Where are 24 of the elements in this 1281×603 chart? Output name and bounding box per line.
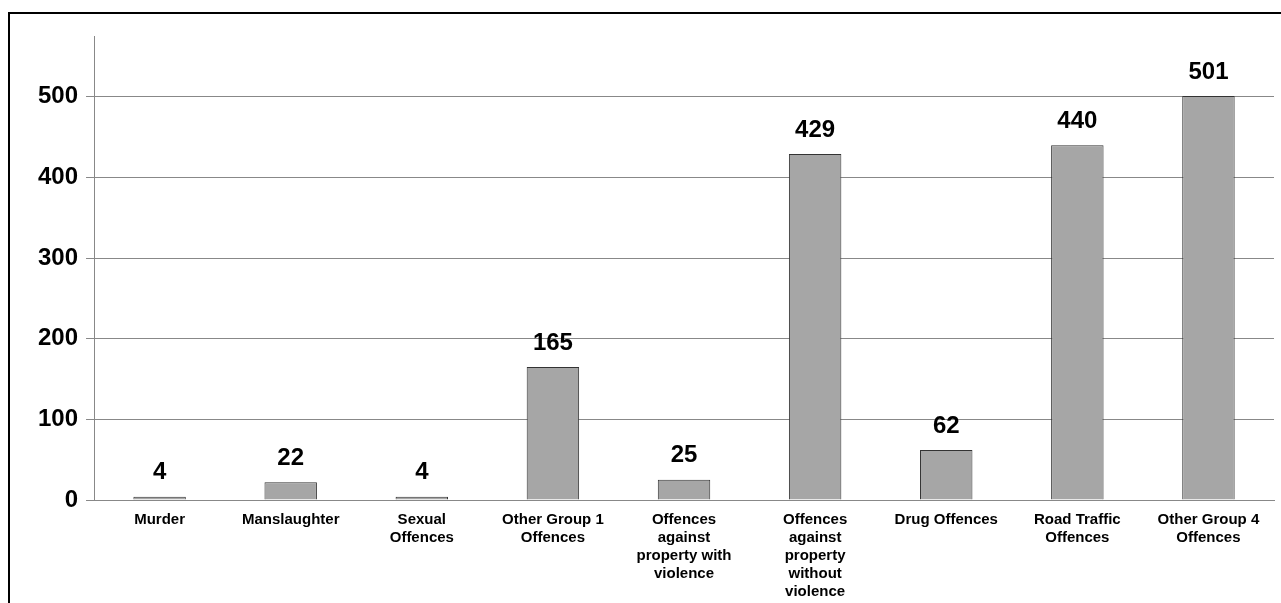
x-tick-label: Other Group 1 Offences [502, 510, 604, 546]
y-tick-label: 400 [38, 162, 79, 190]
data-label: 440 [1057, 105, 1098, 133]
x-tick-label: Manslaughter [241, 510, 340, 528]
data-label: 4 [415, 457, 430, 485]
y-tick-label: 300 [38, 242, 79, 270]
x-tick-label: Sexual Offences [389, 510, 454, 546]
data-label: 165 [532, 327, 573, 355]
data-label: 22 [277, 442, 305, 470]
x-tick-label: Offences against property without violence [783, 510, 848, 600]
x-tick-label: Drug Offences [894, 510, 998, 528]
data-label: 429 [795, 114, 836, 142]
x-tick-label: Road Traffic Offences [1034, 510, 1121, 546]
y-tick-label: 100 [38, 404, 79, 431]
x-tick-label: Offences against property with violence [636, 510, 732, 582]
y-tick-label: 500 [38, 81, 79, 109]
data-label: 4 [152, 457, 167, 485]
y-tick-label: 200 [38, 323, 79, 351]
data-label: 25 [670, 440, 698, 468]
data-label: 501 [1188, 56, 1229, 84]
x-tick-label: Other Group 4 Offences [1157, 510, 1260, 546]
y-tick-label: 0 [64, 484, 79, 512]
data-label: 62 [932, 410, 960, 438]
x-tick-label: Murder [134, 510, 186, 528]
